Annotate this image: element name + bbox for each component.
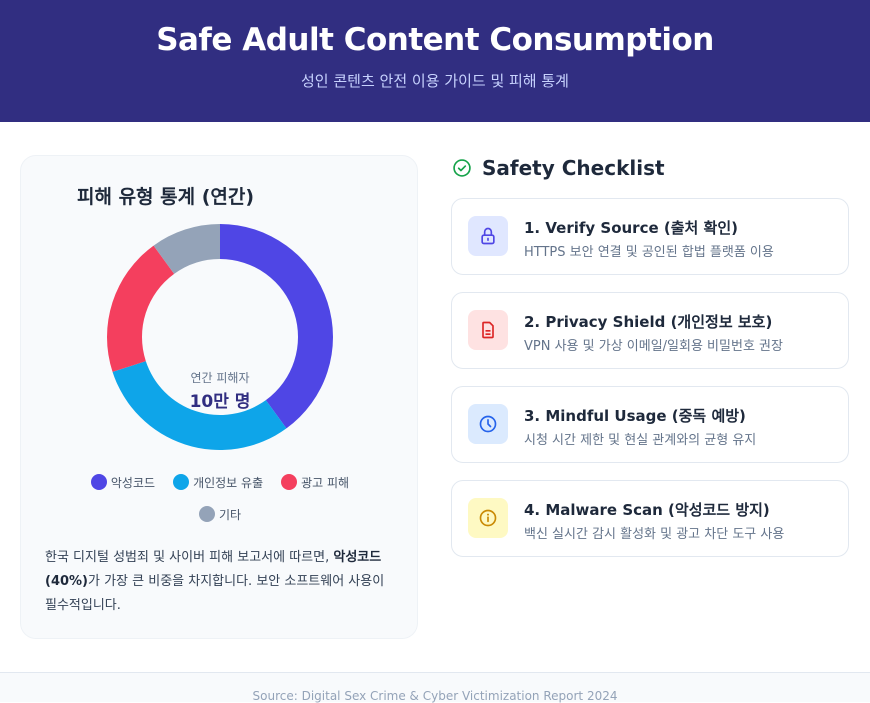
donut-segment — [220, 224, 333, 429]
legend-item-ad-damage: 광고 피해 — [281, 474, 349, 491]
item-desc: 백신 실시간 감시 활성화 및 광고 차단 도구 사용 — [524, 527, 785, 542]
donut-segment — [153, 224, 220, 274]
page-footer: Source: Digital Sex Crime & Cyber Victim… — [0, 672, 870, 703]
legend-item-other: 기타 — [198, 506, 242, 523]
item-title: 3. Mindful Usage (중독 예방) — [524, 407, 746, 425]
clock-icon — [479, 415, 497, 433]
checklist-item-verify-source: 1. Verify Source (출처 확인) HTTPS 보안 연결 및 공… — [451, 198, 849, 275]
checklist-item-malware-scan: 4. Malware Scan (악성코드 방지) 백신 실시간 감시 활성화 … — [451, 480, 849, 557]
icon-box — [468, 216, 508, 256]
icon-box — [468, 310, 508, 350]
lock-icon — [481, 227, 495, 245]
donut-center-value: 10만 명 — [189, 392, 251, 412]
item-title: 1. Verify Source (출처 확인) — [524, 219, 738, 237]
legend-dot — [198, 506, 215, 522]
item-desc: HTTPS 보안 연결 및 공인된 합법 플랫폼 이용 — [524, 245, 774, 260]
document-icon — [482, 321, 494, 339]
stats-description: 한국 디지털 성범죄 및 사이버 피해 보고서에 따르면, 악성코드(40%)가… — [45, 546, 397, 618]
checklist-item-mindful-usage: 3. Mindful Usage (중독 예방) 시청 시간 제한 및 현실 관… — [451, 386, 849, 463]
legend-item-privacy-leak: 개인정보 유출 — [173, 474, 263, 491]
legend-dot — [173, 474, 190, 490]
legend-label: 기타 — [218, 507, 242, 522]
info-icon — [479, 509, 497, 527]
chart-legend: 악성코드 개인정보 유출 광고 피해 기타 — [21, 466, 419, 530]
item-desc: 시청 시간 제한 및 현실 관계와의 균형 유지 — [524, 433, 757, 448]
checklist-title: Safety Checklist — [482, 156, 665, 180]
checklist-header: Safety Checklist — [452, 156, 665, 180]
source-citation: Source: Digital Sex Crime & Cyber Victim… — [252, 689, 618, 703]
check-circle-icon — [453, 159, 471, 177]
item-title: 2. Privacy Shield (개인정보 보호) — [524, 313, 773, 331]
desc-text: 한국 디지털 성범죄 및 사이버 피해 보고서에 따르면, — [45, 550, 334, 565]
legend-dot — [281, 474, 298, 490]
item-desc: VPN 사용 및 가상 이메일/일회용 비밀번호 권장 — [524, 339, 783, 354]
legend-label: 광고 피해 — [301, 475, 350, 490]
legend-dot — [90, 474, 107, 490]
legend-label: 악성코드 — [110, 475, 156, 490]
icon-box — [468, 404, 508, 444]
icon-box — [468, 498, 508, 538]
stats-panel: 피해 유형 통계 (연간) 연간 피해자 10만 명 악성코드 개인정보 유출 … — [20, 155, 418, 639]
page-header: Safe Adult Content Consumption 성인 콘텐츠 안전… — [0, 0, 870, 122]
donut-center-label: 연간 피해자 — [190, 371, 250, 385]
legend-item-malware: 악성코드 — [90, 474, 156, 491]
checklist-item-privacy-shield: 2. Privacy Shield (개인정보 보호) VPN 사용 및 가상 … — [451, 292, 849, 369]
page-subtitle: 성인 콘텐츠 안전 이용 가이드 및 피해 통계 — [301, 72, 569, 90]
legend-label: 개인정보 유출 — [193, 475, 264, 490]
donut-segment — [112, 361, 287, 450]
donut-segment — [107, 245, 175, 372]
item-title: 4. Malware Scan (악성코드 방지) — [524, 501, 770, 519]
desc-highlight: 악성코드(40%) — [45, 550, 382, 589]
desc-text: 가 가장 큰 비중을 차지합니다. 보안 소프트웨어 사용이 필수적입니다. — [45, 574, 385, 613]
donut-chart — [107, 224, 333, 450]
page-title: Safe Adult Content Consumption — [156, 22, 714, 58]
stats-title: 피해 유형 통계 (연간) — [77, 186, 255, 208]
